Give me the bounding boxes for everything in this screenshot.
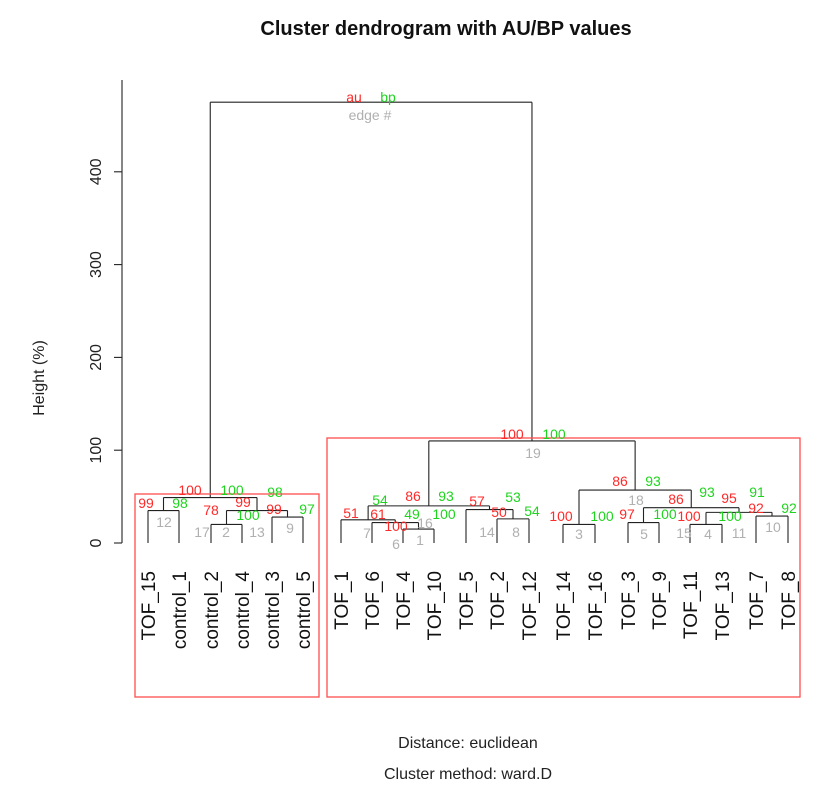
y-tick-label: 100 (88, 437, 105, 464)
edge-number: 5 (640, 526, 648, 542)
au-value: 51 (343, 505, 359, 521)
bp-value: 100 (236, 507, 260, 523)
bp-value: 92 (781, 500, 797, 516)
leaf-label: TOF_14 (554, 571, 575, 641)
distance-caption: Distance: euclidean (398, 735, 538, 752)
chart-title: Cluster dendrogram with AU/BP values (260, 18, 632, 40)
leaf-label: TOF_13 (713, 571, 734, 640)
dendrogram-branches (147, 101, 789, 543)
leaf-label: TOF_6 (363, 571, 384, 630)
y-tick-label: 0 (88, 538, 105, 547)
au-value: 100 (500, 426, 524, 442)
leaf-label: TOF_7 (747, 571, 768, 630)
legend-bp: bp (380, 89, 396, 105)
edge-number: 8 (512, 524, 520, 540)
cluster-box-2 (326, 437, 801, 698)
bp-value: 98 (267, 484, 283, 500)
au-value: 99 (138, 495, 154, 511)
au-value: 99 (235, 494, 251, 510)
bp-value: 100 (542, 426, 566, 442)
bp-value: 100 (220, 482, 244, 498)
edge-number: 1 (416, 532, 424, 548)
leaf-label: control_2 (202, 571, 223, 649)
leaf-label: TOF_10 (425, 571, 446, 640)
bp-value: 91 (749, 484, 765, 500)
leaf-label: control_3 (263, 571, 284, 649)
au-value: 86 (405, 488, 421, 504)
edge-number: 13 (249, 524, 265, 540)
bp-value: 97 (299, 501, 315, 517)
bp-value: 100 (718, 508, 742, 524)
edge-number: 14 (479, 524, 495, 540)
leaf-label: control_1 (170, 571, 191, 649)
au-value: 86 (668, 491, 684, 507)
bp-value: 100 (653, 506, 677, 522)
edge-number: 4 (704, 526, 712, 542)
leaf-label: TOF_8 (779, 571, 800, 630)
edge-number: 9 (286, 520, 294, 536)
edge-number: 17 (194, 524, 210, 540)
leaf-label: TOF_5 (457, 571, 478, 630)
au-value: 61 (370, 506, 386, 522)
au-value: 97 (619, 506, 635, 522)
au-value: 78 (203, 502, 219, 518)
y-axis-label: Height (%) (31, 340, 48, 416)
bp-value: 53 (505, 489, 521, 505)
bp-value: 98 (172, 495, 188, 511)
bp-value: 100 (432, 506, 456, 522)
edge-number: 15 (676, 525, 692, 541)
edge-number: 6 (392, 536, 400, 552)
bp-value: 54 (372, 492, 388, 508)
edge-number: 18 (628, 492, 644, 508)
cluster-box-1 (134, 493, 320, 698)
au-value: 100 (677, 508, 701, 524)
au-value: 86 (612, 473, 628, 489)
edge-number: 12 (156, 514, 172, 530)
au-value: 92 (748, 500, 764, 516)
leaf-label: TOF_1 (332, 571, 353, 630)
edge-number: 2 (222, 524, 230, 540)
leaf-label: TOF_4 (394, 571, 415, 630)
au-value: 100 (549, 508, 573, 524)
edge-number: 7 (363, 525, 371, 541)
leaf-label: control_4 (233, 571, 254, 650)
y-tick-label: 400 (88, 158, 105, 185)
leaf-label: TOF_9 (650, 571, 671, 630)
bp-value: 93 (699, 484, 715, 500)
leaf-label: TOF_15 (139, 571, 160, 640)
au-value: 95 (721, 490, 737, 506)
leaf-label: TOF_3 (619, 571, 640, 630)
au-value: 57 (469, 493, 485, 509)
leaf-label: control_5 (294, 571, 315, 649)
edge-number: 19 (525, 445, 541, 461)
leaf-label: TOF_2 (488, 571, 509, 630)
y-ticks: 0 100 200 300 400 (88, 158, 122, 547)
y-tick-label: 200 (88, 344, 105, 371)
edge-number: 11 (732, 525, 747, 541)
au-value: 99 (266, 501, 282, 517)
cluster-boxes (134, 437, 801, 698)
au-value: 50 (491, 504, 507, 520)
legend-au: au (346, 89, 362, 105)
edge-number: 16 (417, 515, 433, 531)
legend-edge: edge # (349, 107, 392, 123)
leaf-labels: TOF_15 control_1 control_2 control_4 control… (139, 571, 800, 650)
method-caption: Cluster method: ward.D (383, 766, 553, 783)
leaf-label: TOF_11 (681, 571, 702, 639)
edge-number: 3 (575, 526, 583, 542)
y-tick-label: 300 (88, 251, 105, 278)
au-value: 100 (384, 518, 408, 534)
bp-value: 49 (404, 506, 420, 522)
bp-value: 93 (438, 488, 454, 504)
leaf-label: TOF_16 (586, 571, 607, 640)
bp-value: 93 (645, 473, 661, 489)
edge-number: 10 (765, 519, 781, 535)
bp-value: 54 (524, 503, 540, 519)
bp-value: 100 (590, 508, 614, 524)
leaf-label: TOF_12 (520, 571, 541, 640)
au-value: 100 (178, 482, 202, 498)
